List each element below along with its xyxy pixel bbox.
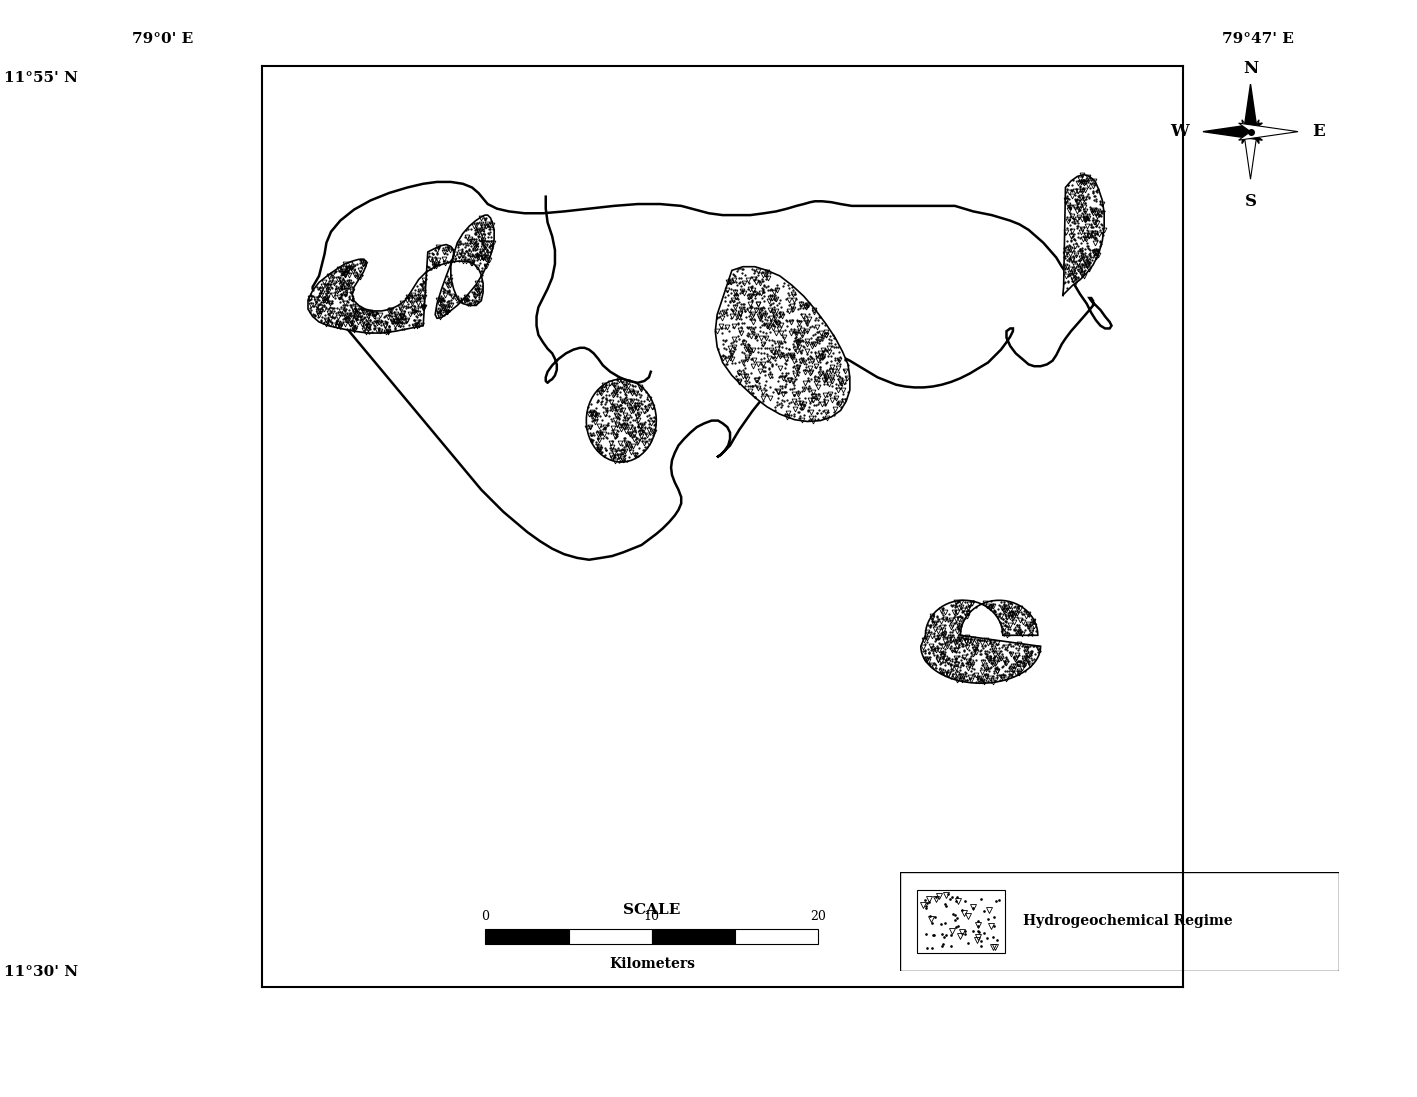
Bar — [735, 929, 819, 945]
Text: 0: 0 — [482, 911, 489, 923]
Text: Kilometers: Kilometers — [609, 957, 694, 971]
Polygon shape — [313, 182, 1111, 559]
Polygon shape — [1241, 120, 1260, 179]
Bar — [568, 929, 652, 945]
Polygon shape — [1238, 123, 1298, 140]
Text: Hydrogeochemical Regime: Hydrogeochemical Regime — [1023, 915, 1233, 928]
Polygon shape — [716, 267, 850, 421]
Text: W: W — [1170, 123, 1189, 140]
Polygon shape — [1241, 84, 1260, 144]
Bar — [485, 929, 568, 945]
Polygon shape — [587, 380, 656, 462]
Polygon shape — [1203, 123, 1263, 140]
Text: 20: 20 — [811, 911, 826, 923]
Bar — [917, 890, 1005, 953]
Polygon shape — [921, 600, 1040, 683]
Text: 79°0' E: 79°0' E — [132, 32, 194, 46]
Text: 10: 10 — [643, 911, 660, 923]
Text: 79°47' E: 79°47' E — [1223, 32, 1294, 46]
Text: E: E — [1312, 123, 1325, 140]
Polygon shape — [307, 215, 495, 333]
Text: SCALE: SCALE — [623, 903, 680, 917]
Polygon shape — [1063, 174, 1104, 296]
Bar — [652, 929, 735, 945]
Text: S: S — [1244, 193, 1257, 211]
Text: 11°30' N: 11°30' N — [4, 964, 78, 979]
Text: 11°55' N: 11°55' N — [4, 71, 78, 86]
Text: N: N — [1243, 60, 1258, 77]
